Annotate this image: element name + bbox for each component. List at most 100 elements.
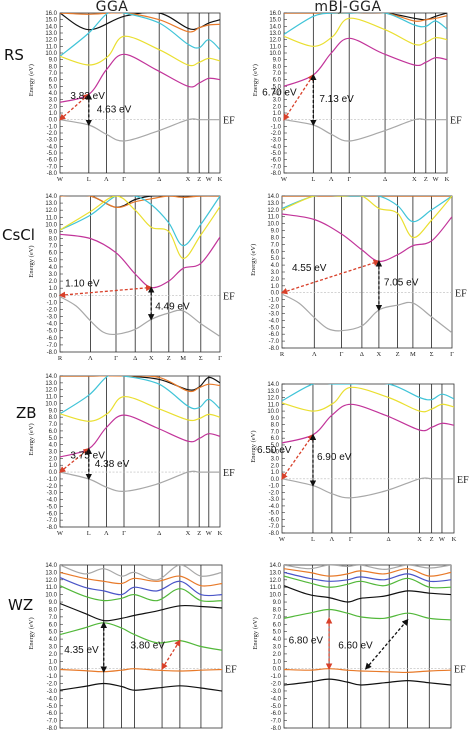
band-yellow bbox=[60, 196, 220, 259]
y-tick-label: 4.0 bbox=[271, 263, 280, 269]
y-tick-label: 14.0 bbox=[45, 24, 57, 30]
y-tick-label: 4.0 bbox=[49, 91, 58, 97]
y-tick-label: 16.0 bbox=[269, 11, 281, 17]
band-orange bbox=[60, 196, 220, 209]
gap-label: 6.60 eV bbox=[338, 640, 373, 651]
plot-frame bbox=[281, 383, 455, 534]
y-tick-label: 5.0 bbox=[273, 84, 282, 90]
band-gray bbox=[60, 470, 220, 492]
y-tick-label: 2.0 bbox=[49, 456, 58, 462]
bands bbox=[60, 13, 220, 142]
band-blue bbox=[60, 577, 222, 597]
y-tick-label: 5.0 bbox=[49, 84, 58, 90]
kpoint-label: W bbox=[281, 176, 288, 183]
band-cyan bbox=[60, 376, 220, 415]
kpoint-label: X bbox=[149, 355, 154, 362]
kpoint-label: Δ bbox=[360, 351, 364, 358]
fermi-label: EF bbox=[457, 475, 469, 486]
band-orange bbox=[60, 668, 222, 673]
band-black bbox=[284, 678, 451, 686]
y-axis-label: Energy (eV) bbox=[28, 245, 35, 277]
kpoint-label: Λ bbox=[330, 536, 335, 543]
gap-label: 7.13 eV bbox=[319, 94, 354, 105]
y-tick-label: -3.0 bbox=[47, 689, 58, 695]
panel-zb-gga: -8.0-7.0-6.0-5.0-4.0-3.0-2.0-1.00.01.02.… bbox=[28, 374, 235, 537]
y-axis-label: Energy (eV) bbox=[252, 64, 259, 96]
gap-label: 3.82 eV bbox=[70, 91, 105, 102]
panel-rs-gga: -8.0-7.0-6.0-5.0-4.0-3.0-2.0-1.00.01.02.… bbox=[28, 11, 235, 183]
y-tick-label: 2.0 bbox=[49, 279, 58, 285]
y-tick-label: -6.0 bbox=[47, 158, 58, 164]
y-tick-label: 13.0 bbox=[45, 201, 57, 207]
band-orange bbox=[284, 568, 451, 577]
kpoint-label: Λ bbox=[104, 176, 109, 183]
y-tick-label: 11.0 bbox=[268, 215, 280, 221]
band-yellow bbox=[60, 35, 220, 67]
y-tick-label: 9.0 bbox=[49, 600, 58, 606]
kpoint-label: X bbox=[377, 351, 382, 358]
y-tick-label: -7.0 bbox=[47, 343, 58, 349]
y-tick-label: -1.0 bbox=[47, 477, 58, 483]
gap-label: 4.49 eV bbox=[155, 301, 190, 312]
y-tick-label: 3.0 bbox=[49, 450, 58, 456]
y-tick-label: 12.0 bbox=[267, 396, 279, 402]
kpoint-label: W bbox=[433, 176, 440, 183]
y-tick-label: 4.0 bbox=[273, 91, 282, 97]
kpoint-label: L bbox=[87, 176, 91, 183]
kpoint-label: Z bbox=[396, 351, 400, 358]
y-tick-label: 10.0 bbox=[45, 51, 57, 57]
y-tick-label: 8.0 bbox=[49, 415, 58, 421]
band-magenta bbox=[284, 37, 447, 87]
bands bbox=[60, 376, 220, 492]
y-tick-label: 1.0 bbox=[49, 111, 58, 117]
kpoint-label: Γ bbox=[122, 176, 126, 183]
y-tick-label: 0.0 bbox=[273, 667, 282, 673]
y-tick-label: 14.0 bbox=[267, 194, 279, 200]
band-gray bbox=[60, 118, 220, 142]
y-tick-label: -5.0 bbox=[47, 329, 58, 335]
kpoint-label: X bbox=[412, 176, 417, 183]
band-yellow bbox=[282, 386, 454, 413]
y-tick-label: -1.0 bbox=[47, 300, 58, 306]
y-tick-label: 8.0 bbox=[49, 607, 58, 613]
band-orange bbox=[284, 668, 451, 674]
y-tick-label: -4.0 bbox=[271, 696, 282, 702]
y-tick-label: -8.0 bbox=[47, 525, 58, 531]
y-tick-label: 13.0 bbox=[269, 570, 281, 576]
band-cyan bbox=[60, 196, 220, 247]
gap-arrow-red bbox=[281, 433, 314, 480]
panels-group: -8.0-7.0-6.0-5.0-4.0-3.0-2.0-1.00.01.02.… bbox=[28, 11, 469, 732]
kpoint-label: K bbox=[218, 176, 223, 183]
kpoint-label: Z bbox=[167, 355, 171, 362]
fermi-label: EF bbox=[455, 289, 467, 300]
band-black bbox=[284, 585, 451, 603]
y-tick-label: 1.0 bbox=[271, 470, 280, 476]
y-tick-label: 11.0 bbox=[46, 215, 58, 221]
panel-wz-gga: -8.0-7.0 -6.0-5.0 -4.0-3.0-2.0 -1.00.0 1.02.… bbox=[28, 563, 237, 732]
kpoint-label: W bbox=[206, 176, 213, 183]
y-tick-label: 0.0 bbox=[49, 667, 58, 673]
y-tick-label: 14.0 bbox=[269, 563, 281, 569]
band-gray bbox=[60, 565, 222, 581]
y-tick-label: 3.0 bbox=[273, 98, 282, 104]
y-axis-label: Energy (eV) bbox=[250, 430, 257, 462]
kpoint-label: W bbox=[57, 176, 64, 183]
y-tick-label: 14.0 bbox=[267, 382, 279, 388]
y-tick-label: -4.0 bbox=[47, 696, 58, 702]
y-tick-label: -4.0 bbox=[269, 318, 280, 324]
y-tick-label: -4.0 bbox=[271, 144, 282, 150]
y-tick-label: -3.0 bbox=[47, 491, 58, 497]
y-tick-label: 1.0 bbox=[273, 659, 282, 665]
y-tick-label: 13.0 bbox=[267, 389, 279, 395]
y-tick-label: 10.0 bbox=[45, 401, 57, 407]
y-tick-label: 14.0 bbox=[45, 194, 57, 200]
y-tick-label: -7.0 bbox=[271, 719, 282, 725]
column-header-gga: GGA bbox=[96, 0, 129, 15]
y-tick-label: 6.0 bbox=[273, 78, 282, 84]
y-tick-label: 10.0 bbox=[269, 593, 281, 599]
y-tick-label: 16.0 bbox=[45, 11, 57, 17]
y-tick-label: -5.0 bbox=[269, 511, 280, 517]
kpoint-label: X bbox=[186, 176, 191, 183]
band-magenta bbox=[282, 213, 452, 262]
